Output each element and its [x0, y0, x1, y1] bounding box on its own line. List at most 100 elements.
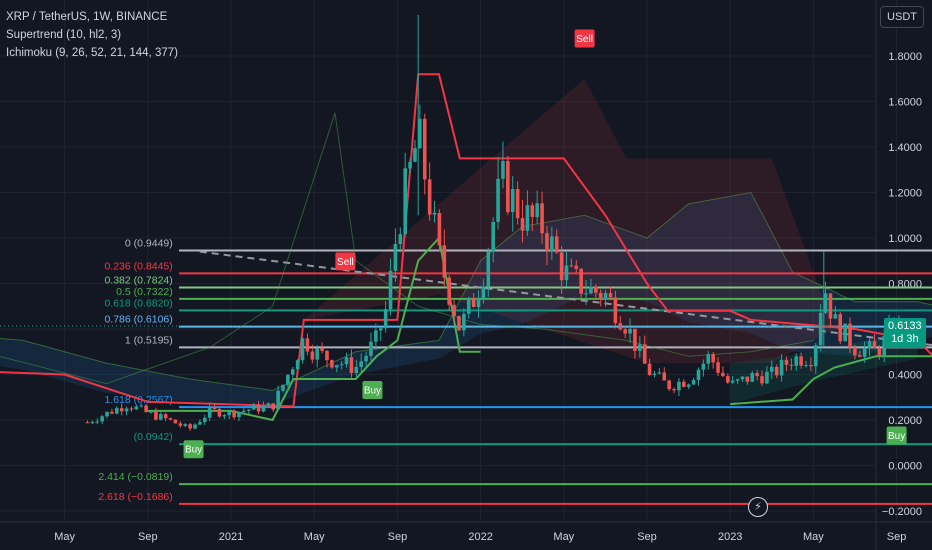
x-tick-label: 2022 — [468, 531, 492, 543]
candle-body — [154, 411, 158, 420]
candle-body — [804, 365, 808, 367]
candle-body — [237, 411, 241, 418]
candle-body — [163, 414, 168, 419]
candle-body — [168, 418, 173, 420]
lightning-icon[interactable]: ⚡ — [748, 497, 768, 517]
candle-body — [662, 372, 667, 381]
y-tick-label: 1.4000 — [888, 142, 922, 154]
candle-body — [290, 369, 295, 375]
candle-body — [418, 118, 422, 149]
signal-label: Buy — [185, 445, 202, 456]
candle-body — [530, 205, 535, 218]
candle-body — [266, 403, 271, 406]
x-tick-label: May — [553, 531, 574, 543]
candle-body — [374, 330, 378, 342]
candle-body — [359, 361, 364, 368]
candle-body — [603, 293, 608, 300]
candle-body — [207, 406, 212, 418]
candle-body — [129, 408, 134, 410]
buy-signal — [362, 381, 383, 400]
currency-button[interactable]: USDT — [880, 6, 924, 28]
candle-body — [564, 265, 569, 281]
candle-body — [95, 421, 100, 423]
y-tick-label: 1.8000 — [888, 51, 922, 63]
candle-body — [354, 367, 359, 374]
candle-body — [427, 179, 432, 215]
candle-body — [740, 376, 745, 380]
candle-body — [232, 410, 236, 418]
x-tick-label: May — [54, 531, 75, 543]
candle-body — [857, 355, 862, 357]
candle-body — [598, 292, 603, 300]
candle-body — [198, 422, 202, 425]
candle-body — [256, 404, 261, 412]
candle-body — [149, 411, 153, 413]
supertrend-bull-line-2 — [730, 355, 932, 406]
candle-body — [422, 118, 427, 180]
candle-body — [579, 268, 583, 294]
candle-body — [525, 205, 530, 231]
candle-body — [833, 314, 838, 319]
candle-body — [320, 348, 324, 351]
candle-body — [755, 373, 759, 377]
candle-body — [784, 359, 789, 365]
candle-body — [657, 372, 662, 374]
candle-body — [188, 424, 192, 429]
supertrend-bear-fill — [303, 78, 835, 364]
candle-body — [486, 251, 491, 287]
candle-body — [677, 381, 681, 391]
candle-body — [183, 424, 188, 426]
candle-body — [276, 390, 280, 410]
ichimoku-indicator-label[interactable]: Ichimoku (9, 26, 52, 21, 144, 377) — [6, 47, 178, 59]
candle-body — [789, 364, 794, 366]
candle-body — [623, 329, 627, 334]
candle-body — [652, 373, 657, 376]
candle-body — [388, 270, 393, 310]
candle-body — [843, 323, 847, 342]
candle-body — [100, 416, 104, 422]
candle-body — [286, 374, 290, 385]
candle-body — [305, 338, 310, 352]
candle-body — [119, 408, 124, 412]
candle-body — [403, 168, 407, 235]
x-tick-label: 2021 — [219, 531, 243, 543]
x-tick-label: Sep — [887, 531, 907, 543]
candle-body — [515, 189, 520, 219]
candle-body — [330, 360, 334, 368]
candle-body — [877, 348, 882, 356]
candle-body — [212, 406, 217, 409]
candle-body — [369, 341, 373, 356]
candle-body — [691, 379, 696, 385]
candle-body — [124, 408, 129, 412]
candle-body — [818, 312, 823, 346]
fib-level-label: (0.0942) — [134, 431, 173, 443]
candle-body — [383, 309, 388, 329]
candle-body — [437, 213, 442, 246]
fib-level-label: 0.236 (0.8445) — [104, 260, 172, 272]
candle-body — [745, 376, 750, 382]
signal-label: Sell — [337, 257, 354, 268]
candle-body — [501, 161, 505, 179]
candle-body — [520, 218, 525, 231]
candle-body — [726, 376, 730, 383]
candle-body — [584, 293, 588, 295]
sell-signal — [574, 29, 595, 48]
candle-body — [90, 422, 95, 424]
candle-body — [848, 323, 852, 348]
candle-body — [139, 405, 144, 407]
signal-label: Buy — [888, 431, 905, 442]
supertrend-indicator-label[interactable]: Supertrend (10, hl2, 3) — [6, 29, 122, 41]
candle-body — [110, 411, 114, 414]
candle-body — [364, 355, 368, 362]
x-tick-label: Sep — [637, 531, 657, 543]
fib-level-label: 2.618 (−0.1686) — [98, 491, 172, 503]
candle-body — [310, 351, 315, 360]
candle-body — [872, 341, 877, 349]
candle-body — [491, 221, 495, 252]
candle-body — [413, 148, 417, 162]
candle-body — [608, 293, 613, 298]
candle-body — [115, 408, 119, 414]
candle-body — [496, 178, 500, 222]
candle-body — [628, 328, 632, 334]
